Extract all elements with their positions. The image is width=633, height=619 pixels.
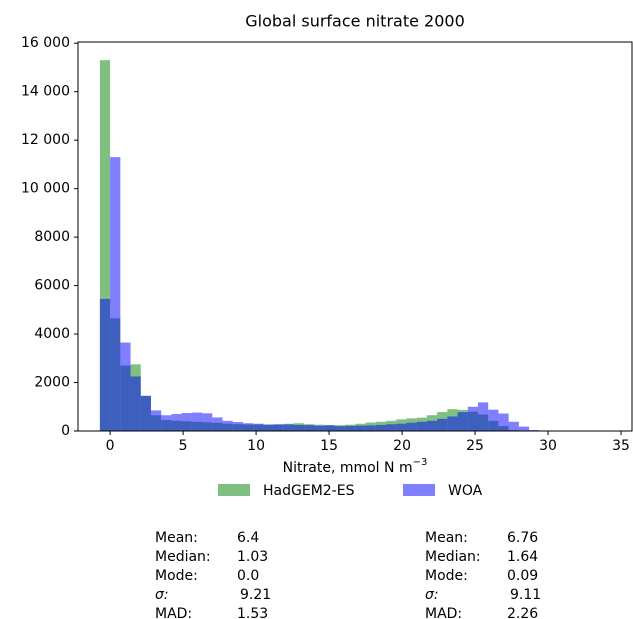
- stat-label: Median:: [425, 549, 481, 565]
- stat-label: σ:: [155, 587, 169, 603]
- chart-title: Global surface nitrate 2000: [245, 12, 465, 31]
- stat-value: 6.76: [507, 530, 538, 546]
- stat-label: Mean:: [155, 530, 198, 546]
- bar: [457, 412, 468, 431]
- y-tick-label: 10 000: [21, 181, 70, 197]
- y-tick-label: 16 000: [21, 35, 70, 51]
- x-tick-label: 0: [106, 438, 115, 454]
- stat-label: Mean:: [425, 530, 468, 546]
- stat-value: 1.64: [507, 549, 538, 565]
- stat-label: Median:: [155, 549, 211, 565]
- bar: [406, 422, 417, 431]
- stat-label: Mode:: [425, 568, 468, 584]
- stat-label: σ:: [425, 587, 439, 603]
- bar: [304, 425, 315, 431]
- stat-value: 1.53: [237, 606, 268, 619]
- bar: [110, 157, 121, 431]
- bar: [120, 342, 131, 431]
- bar: [161, 415, 172, 431]
- legend-label: HadGEM2-ES: [263, 483, 355, 499]
- x-tick-label: 15: [320, 438, 338, 454]
- bar: [253, 423, 264, 431]
- bar: [202, 413, 213, 431]
- bar: [426, 420, 438, 431]
- stat-value: 6.4: [237, 530, 259, 546]
- bar: [437, 418, 448, 431]
- bar: [334, 426, 346, 431]
- bar: [488, 409, 499, 431]
- bar: [355, 425, 366, 431]
- y-tick-label: 4000: [34, 326, 70, 342]
- stat-value: 9.21: [240, 587, 271, 603]
- bar: [212, 417, 223, 431]
- bar: [171, 414, 182, 431]
- stat-value: 2.26: [507, 606, 538, 619]
- bar: [365, 425, 376, 431]
- bar: [232, 422, 243, 431]
- bar: [242, 423, 254, 431]
- bar: [345, 425, 356, 431]
- legend-label: WOA: [448, 483, 483, 499]
- bar: [416, 421, 427, 431]
- legend-swatch: [403, 484, 435, 496]
- bar: [386, 424, 397, 431]
- stat-label: MAD:: [155, 606, 192, 619]
- bar: [130, 376, 141, 431]
- bar: [375, 424, 387, 431]
- bar: [396, 423, 407, 431]
- stat-value: 1.03: [237, 549, 268, 565]
- y-tick-label: 2000: [34, 375, 70, 391]
- x-axis-label: Nitrate, mmol N m−3: [283, 457, 428, 476]
- bar: [263, 424, 274, 431]
- bar: [150, 410, 162, 431]
- x-tick-label: 35: [612, 438, 630, 454]
- x-tick-label: 20: [393, 438, 411, 454]
- bar: [324, 425, 335, 431]
- stat-value: 9.11: [510, 587, 541, 603]
- bar: [222, 420, 233, 431]
- x-axis-label-superscript: −3: [413, 457, 428, 468]
- stat-value: 0.09: [507, 568, 538, 584]
- x-tick-label: 25: [466, 438, 484, 454]
- y-tick-label: 0: [61, 423, 70, 439]
- bar: [191, 412, 203, 431]
- bar: [181, 413, 192, 431]
- x-tick-label: 5: [179, 438, 188, 454]
- stat-label: MAD:: [425, 606, 462, 619]
- x-tick-label: 10: [247, 438, 265, 454]
- bar: [467, 406, 478, 431]
- y-tick-label: 12 000: [21, 132, 70, 148]
- bar: [498, 413, 509, 431]
- bar: [99, 60, 111, 431]
- stat-label: Mode:: [155, 568, 198, 584]
- x-tick-label: 30: [539, 438, 557, 454]
- y-tick-label: 6000: [34, 278, 70, 294]
- bar: [518, 426, 530, 431]
- legend-swatch: [218, 484, 250, 496]
- bar: [294, 424, 305, 431]
- bar: [99, 298, 111, 431]
- x-axis-label-text: Nitrate, mmol N m: [283, 460, 413, 476]
- y-tick-label: 8000: [34, 229, 70, 245]
- bar: [314, 425, 325, 431]
- y-tick-label: 14 000: [21, 84, 70, 100]
- bar: [508, 421, 519, 431]
- plot-frame: [77, 41, 633, 432]
- bar: [477, 402, 489, 431]
- bar: [273, 424, 284, 431]
- bar: [447, 416, 458, 431]
- bar: [140, 395, 151, 431]
- bar: [283, 424, 295, 431]
- stat-value: 0.0: [237, 568, 259, 584]
